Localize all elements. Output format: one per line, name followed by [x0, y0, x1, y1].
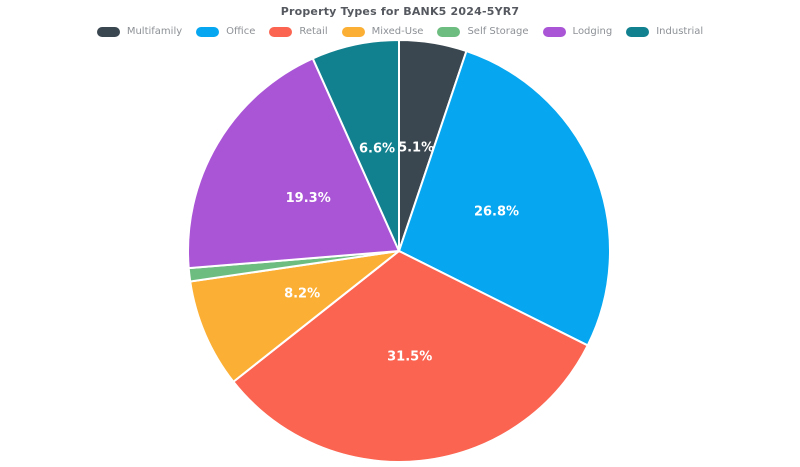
legend-item-mixed-use[interactable]: Mixed-Use — [341, 26, 424, 37]
legend-label: Lodging — [572, 26, 613, 37]
legend-swatch-multifamily — [96, 26, 120, 37]
pie-slice-industrial[interactable] — [311, 39, 400, 252]
legend-swatch-lodging — [542, 26, 566, 37]
pie-slice-office[interactable] — [398, 50, 611, 347]
legend-swatch-retail — [269, 26, 293, 37]
legend-label: Multifamily — [126, 26, 183, 37]
legend-swatch-industrial — [626, 26, 650, 37]
legend-label: Self Storage — [467, 26, 529, 37]
legend-label: Retail — [299, 26, 328, 37]
legend: Multifamily Office Retail Mixed-Use Self Sto… — [0, 26, 800, 37]
pie-slice-lodging[interactable] — [187, 57, 400, 270]
legend-swatch-self-storage — [437, 26, 461, 37]
legend-item-office[interactable]: Office — [196, 26, 255, 37]
legend-swatch-mixed-use — [341, 26, 365, 37]
legend-item-multifamily[interactable]: Multifamily — [96, 26, 183, 37]
legend-label: Mixed-Use — [371, 26, 424, 37]
legend-label: Industrial — [656, 26, 704, 37]
legend-item-industrial[interactable]: Industrial — [626, 26, 703, 37]
chart-title: Property Types for BANK5 2024-5YR7 — [280, 5, 520, 18]
legend-item-lodging[interactable]: Lodging — [542, 26, 613, 37]
pie-slice-mixed-use[interactable] — [189, 250, 400, 383]
legend-item-self-storage[interactable]: Self Storage — [437, 26, 529, 37]
legend-swatch-office — [196, 26, 220, 37]
legend-label: Office — [226, 26, 256, 37]
legend-item-retail[interactable]: Retail — [269, 26, 328, 37]
pie-slice-retail[interactable] — [232, 250, 589, 463]
